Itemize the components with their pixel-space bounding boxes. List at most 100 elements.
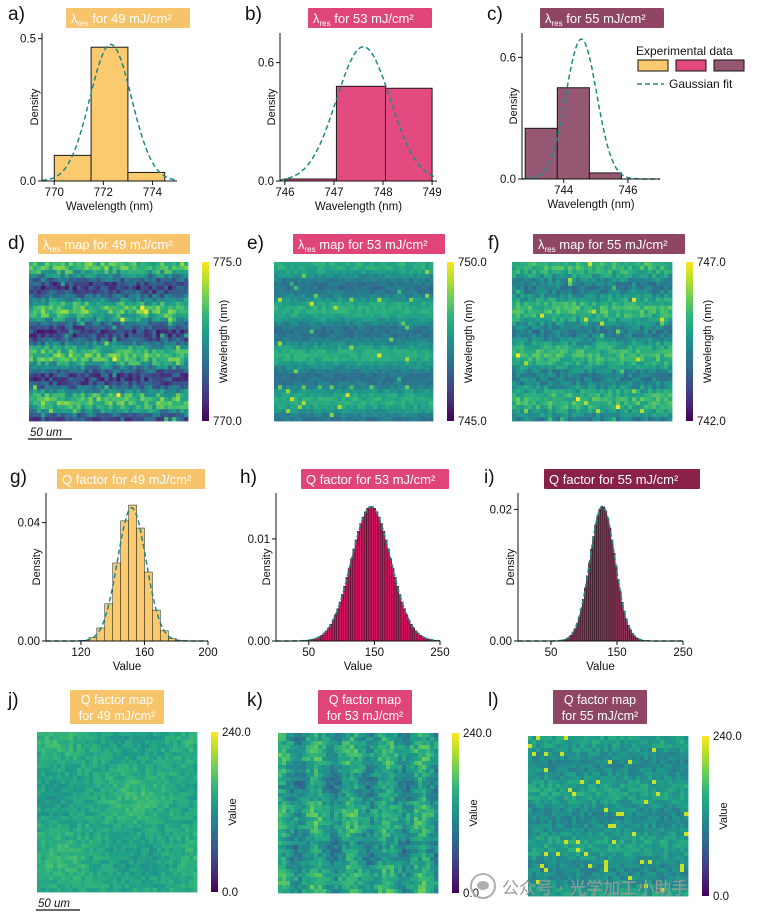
heatmap-cell	[305, 361, 311, 366]
heatmap-cell	[536, 417, 541, 422]
heatmap-cell	[664, 333, 669, 338]
heatmap-cell	[36, 273, 42, 279]
heatmap-cell	[660, 369, 665, 374]
heatmap-cell	[112, 409, 117, 414]
heatmap-cell	[552, 361, 557, 366]
heatmap-cell	[341, 329, 346, 334]
heatmap-cell	[624, 281, 629, 287]
heatmap-cell	[160, 381, 165, 386]
heatmap-cell	[540, 377, 545, 382]
heatmap-cell	[512, 337, 517, 342]
heatmap-cell	[337, 401, 342, 406]
heatmap-cell	[88, 381, 94, 386]
heatmap-cell	[29, 321, 34, 327]
heatmap-cell	[564, 357, 569, 362]
heatmap-cell	[652, 397, 657, 402]
heatmap-cell	[160, 301, 165, 307]
heatmap-cell	[44, 413, 50, 418]
heatmap-cell	[100, 357, 105, 362]
heatmap-cell	[548, 349, 553, 354]
heatmap-cell	[357, 333, 362, 338]
heatmap-cell	[96, 309, 101, 315]
heatmap-cell	[536, 405, 541, 410]
heatmap-cell	[285, 365, 291, 370]
heatmap-cell	[144, 397, 149, 402]
heatmap-cell	[413, 313, 418, 319]
heatmap-cell	[660, 373, 665, 378]
heatmap-cell	[361, 301, 366, 307]
heatmap-cell	[160, 285, 165, 291]
heatmap-cell	[80, 381, 86, 386]
heatmap-cell	[409, 349, 414, 354]
heatmap-cell	[100, 262, 105, 267]
heatmap-cell	[112, 405, 117, 410]
heatmap-cell	[644, 377, 649, 382]
heatmap-cell	[357, 409, 362, 414]
heatmap-cell	[96, 321, 101, 327]
heatmap-cell	[329, 321, 335, 327]
heatmap-cell	[385, 389, 390, 394]
heatmap-cell	[337, 273, 342, 279]
heatmap-cell	[309, 405, 315, 410]
heatmap-cell	[377, 341, 382, 346]
heatmap-cell	[580, 325, 585, 330]
heatmap-cell	[313, 289, 319, 295]
heatmap-cell	[144, 321, 149, 327]
heatmap-cell	[80, 345, 86, 350]
heatmap-cell	[596, 389, 601, 394]
heatmap-cell	[148, 329, 153, 334]
heatmap-cell	[536, 289, 541, 295]
heatmap-cell	[397, 385, 402, 390]
heatmap-cell	[285, 329, 291, 334]
heatmap-cell	[608, 365, 613, 370]
heatmap-cell	[152, 417, 157, 422]
heatmap-cell	[357, 353, 362, 358]
heatmap-cell	[96, 269, 101, 275]
heatmap-cell	[588, 357, 593, 362]
heatmap-cell	[564, 277, 569, 283]
heatmap-cell	[592, 321, 597, 327]
heatmap-cell	[132, 393, 137, 398]
heatmap-cell	[636, 405, 641, 410]
heatmap-cell	[620, 297, 625, 303]
heatmap-cell	[285, 369, 291, 374]
heatmap-cell	[48, 269, 54, 275]
heatmap-cell	[544, 397, 549, 402]
heatmap-cell	[285, 325, 291, 330]
heatmap-cell	[520, 365, 525, 370]
heatmap-cell	[628, 393, 633, 398]
heatmap-cell	[516, 273, 521, 279]
heatmap-cell	[576, 265, 581, 271]
heatmap-cell	[60, 373, 66, 378]
heatmap-cell	[640, 385, 645, 390]
heatmap-cell	[164, 325, 169, 330]
heatmap-cell	[524, 381, 529, 386]
heatmap-cell	[164, 365, 169, 370]
heatmap-cell	[361, 289, 366, 295]
heatmap-cell	[632, 345, 637, 350]
heatmap-cell	[172, 409, 177, 414]
heatmap-cell	[160, 325, 165, 330]
heatmap-cell	[305, 353, 311, 358]
heatmap-cell	[345, 269, 350, 275]
heatmap-cell	[124, 269, 129, 275]
heatmap-cell	[60, 357, 66, 362]
heatmap-cell	[357, 417, 362, 422]
heatmap-cell	[409, 297, 414, 303]
heatmap-cell	[172, 305, 177, 311]
heatmap-cell	[293, 401, 299, 406]
heatmap-cell	[429, 345, 434, 350]
heatmap-cell	[596, 353, 601, 358]
heatmap-cell	[305, 369, 311, 374]
heatmap-cell	[652, 381, 657, 386]
panel-title-d: λres map for 49 mJ/cm²	[38, 234, 190, 254]
heatmap-cell	[620, 413, 625, 418]
heatmap-cell	[333, 357, 339, 362]
heatmap-cell	[373, 305, 378, 311]
heatmap-cell	[405, 413, 410, 418]
heatmap-cell	[656, 269, 661, 275]
heatmap-cell	[628, 262, 633, 267]
heatmap-cell	[152, 325, 157, 330]
heatmap-cell	[413, 345, 418, 350]
